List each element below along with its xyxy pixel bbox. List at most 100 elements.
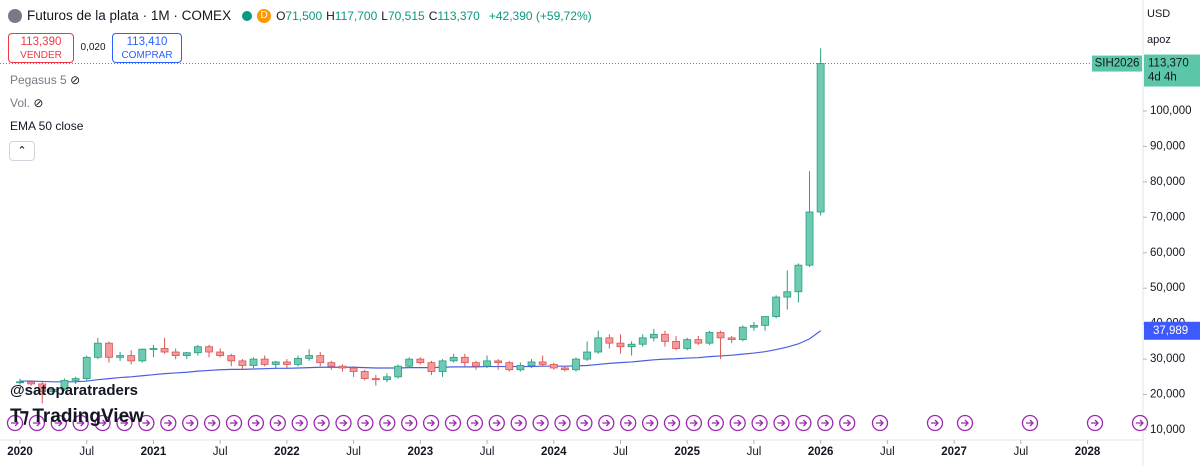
indicator[interactable]: Pegasus 5 ⊘ <box>10 73 81 87</box>
event-icon <box>72 414 89 432</box>
ohlc-key: H <box>326 8 335 23</box>
candle-body <box>738 326 747 341</box>
event-icon <box>707 414 724 432</box>
event-arrow <box>32 419 41 427</box>
event-icon <box>160 414 177 432</box>
status-dot <box>242 10 253 21</box>
candle-body <box>49 388 58 393</box>
candle-body <box>449 356 458 362</box>
y-tick-label: 10,000 <box>1150 424 1185 436</box>
event-arrow <box>689 419 698 427</box>
event-icon <box>401 414 418 432</box>
currency[interactable]: USD <box>1147 8 1171 20</box>
y-tick-label: 30,000 <box>1150 353 1185 365</box>
sell-button[interactable]: 113,390 VENDER <box>8 33 74 63</box>
candle-body <box>494 360 503 364</box>
candle-body <box>38 383 47 393</box>
event-icon <box>247 414 265 432</box>
candle-body <box>661 333 669 342</box>
x-tick-label: 2020 <box>7 446 33 458</box>
ohlc-key: C <box>428 8 438 23</box>
ohlc-value: 117,700 <box>334 8 378 23</box>
candle-body <box>405 358 414 367</box>
event-icon <box>751 414 768 432</box>
x-tick-label: 2027 <box>941 446 967 458</box>
candle-body <box>472 362 480 367</box>
event-arrow <box>339 419 348 427</box>
candle-body <box>505 362 514 371</box>
event-arrow <box>361 419 370 427</box>
event-arrow <box>514 419 523 427</box>
candle-body <box>338 365 347 369</box>
event-icon <box>94 414 111 432</box>
price-badge <box>1144 54 1200 87</box>
indicator-name: Pegasus 5 <box>10 73 67 87</box>
candle-body <box>327 362 336 367</box>
event-arrow <box>120 419 129 427</box>
event-arrow <box>470 419 479 427</box>
x-tick-label: 2021 <box>141 446 167 458</box>
candle-body <box>516 365 525 371</box>
x-tick-label: 2024 <box>541 446 567 458</box>
candle-body <box>716 332 725 339</box>
indicator[interactable]: Vol. ⊘ <box>10 96 44 110</box>
event-arrow <box>777 419 786 427</box>
candle-body <box>171 351 180 356</box>
y-tick-label: 20,000 <box>1150 389 1185 401</box>
event-arrow <box>1026 419 1034 427</box>
event-icon <box>379 414 396 432</box>
buy-button[interactable]: 113,410 COMPRAR <box>112 33 182 63</box>
candle-body <box>294 357 302 365</box>
event-icon <box>641 414 659 432</box>
event-icon <box>1131 414 1149 432</box>
indicator-name: EMA 50 close <box>10 119 84 133</box>
event-icon <box>956 414 974 432</box>
sell-label: VENDER <box>20 50 62 61</box>
event-arrow <box>843 419 852 427</box>
scale-mode[interactable]: apoz <box>1147 34 1171 46</box>
symbol-badge <box>1092 55 1142 72</box>
event-icon <box>488 414 505 432</box>
event-arrow <box>273 419 282 427</box>
event-arrow <box>492 419 501 427</box>
candle-body <box>572 358 580 371</box>
event-icon <box>795 414 812 432</box>
y-tick-label: 70,000 <box>1150 211 1185 223</box>
candle-body <box>783 291 792 298</box>
event-arrow <box>711 419 720 427</box>
ema-badge <box>1144 321 1200 340</box>
event-arrow <box>208 419 217 427</box>
event-arrow <box>98 419 107 427</box>
event-icon <box>773 414 790 432</box>
candle-body <box>672 340 680 349</box>
candle-body <box>127 355 136 362</box>
x-tick-label: Jul <box>213 446 228 458</box>
symbol-badge-label: SIH2026 <box>1095 58 1140 70</box>
ohlc-value: 71,500 <box>285 8 323 23</box>
candle-body <box>627 343 636 348</box>
collapse-button[interactable]: ⌃ <box>9 141 35 161</box>
candle-body <box>816 63 825 213</box>
watermark-handle: @satoparatraders <box>10 382 139 399</box>
symbol-title[interactable]: Futuros de la plata · 1M · COMEX <box>27 8 232 23</box>
indicator-name: Vol. <box>10 96 31 110</box>
event-icon <box>203 414 221 432</box>
event-icon <box>269 414 286 432</box>
candle-body <box>60 379 69 390</box>
x-tick-label: Jul <box>880 446 895 458</box>
event-icon <box>1021 414 1039 432</box>
event-arrow <box>142 419 151 427</box>
event-arrow <box>1136 419 1144 427</box>
candle-body <box>27 381 36 385</box>
x-tick-label: Jul <box>613 446 628 458</box>
candle-body <box>16 381 24 384</box>
event-icon <box>839 414 856 432</box>
candle-body <box>282 361 291 365</box>
candle-body <box>260 358 269 365</box>
candle-body <box>805 211 814 266</box>
indicator[interactable]: EMA 50 close <box>10 119 83 133</box>
event-arrow <box>186 419 195 427</box>
candle-body <box>160 348 169 353</box>
x-tick-label: Jul <box>346 446 361 458</box>
